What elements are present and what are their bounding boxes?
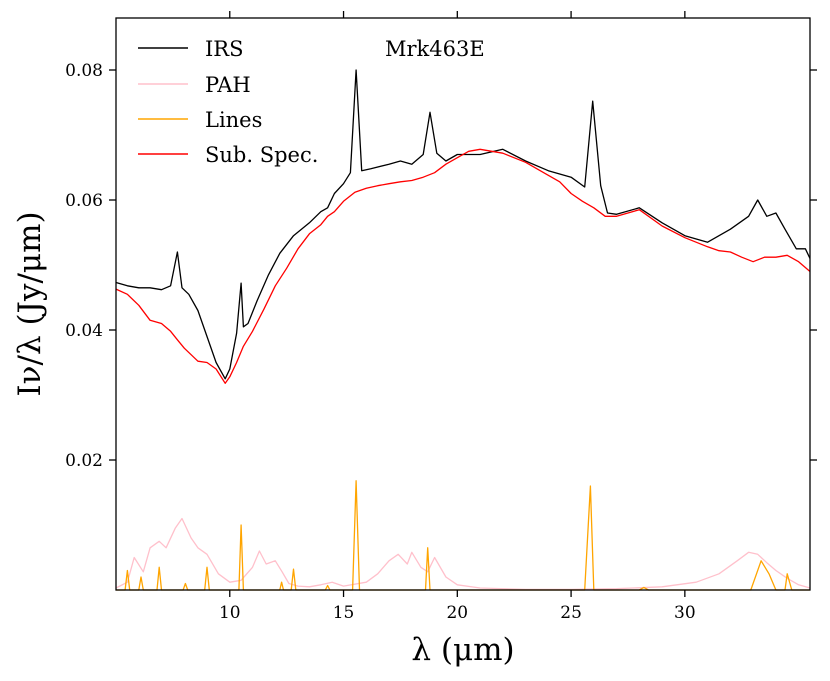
legend-label-sub-spec: Sub. Spec. bbox=[205, 143, 318, 167]
plot-area bbox=[116, 18, 810, 590]
series-line-pah bbox=[115, 517, 811, 591]
x-tick-label: 20 bbox=[446, 603, 468, 623]
y-axis-label: Iν/λ (Jy/μm) bbox=[12, 211, 48, 396]
series-line-irs bbox=[115, 69, 811, 380]
x-tick-label: 10 bbox=[219, 603, 241, 623]
series-line-sub-spec bbox=[115, 148, 811, 384]
plot-frame bbox=[115, 17, 811, 591]
y-tick-label: 0.02 bbox=[65, 451, 103, 471]
x-axis-label: λ (μm) bbox=[411, 632, 514, 668]
legend-label-irs: IRS bbox=[205, 37, 244, 61]
legend: IRS PAH Lines Sub. Spec. bbox=[138, 37, 318, 167]
chart-title: Mrk463E bbox=[385, 37, 485, 61]
x-tick-label: 30 bbox=[674, 603, 696, 623]
x-tick-label: 25 bbox=[560, 603, 582, 623]
y-tick-label: 0.04 bbox=[65, 321, 103, 341]
y-tick-label: 0.08 bbox=[65, 61, 103, 81]
legend-label-lines: Lines bbox=[205, 108, 262, 132]
x-tick-label: 15 bbox=[333, 603, 355, 623]
y-tick-label: 0.06 bbox=[65, 191, 103, 211]
legend-label-pah: PAH bbox=[205, 73, 251, 97]
